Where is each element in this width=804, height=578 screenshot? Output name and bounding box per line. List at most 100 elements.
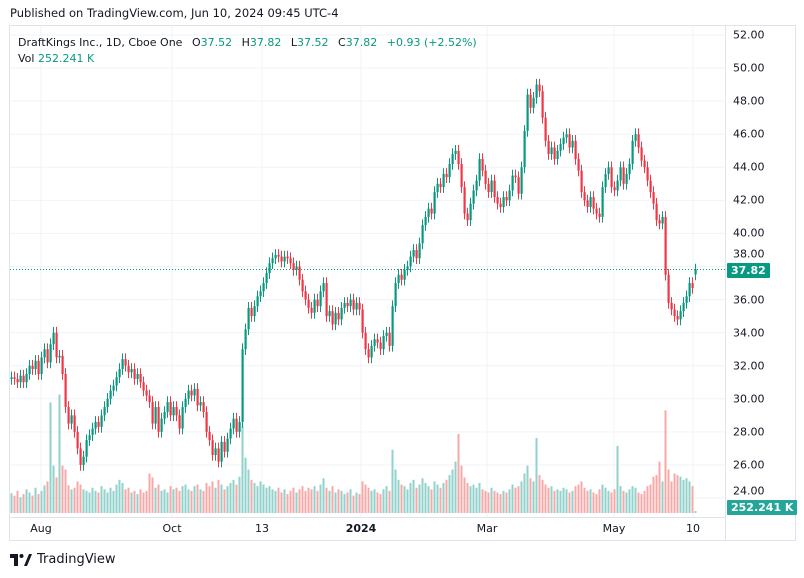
volume-bar: [37, 494, 40, 513]
candle-body: [85, 440, 88, 457]
volume-bar: [64, 469, 67, 513]
volume-bar: [361, 481, 364, 513]
volume-bar: [124, 489, 127, 513]
price-tick-label: 34.00: [733, 326, 765, 340]
volume-bar: [97, 492, 100, 513]
last-price-tag: 37.82: [727, 263, 770, 278]
candle-body: [352, 299, 355, 310]
volume-bar: [139, 489, 142, 513]
candle-body: [610, 167, 613, 188]
volume-bar: [94, 490, 97, 513]
candle-body: [664, 216, 667, 275]
volume-bar: [70, 489, 73, 513]
volume-bar: [652, 476, 655, 513]
volume-bar: [373, 489, 376, 513]
volume-bar: [100, 486, 103, 513]
volume-bar: [76, 481, 79, 513]
volume-bar: [502, 490, 505, 513]
price-chart[interactable]: [10, 26, 725, 517]
volume-bar: [664, 410, 667, 513]
candle-body: [262, 283, 265, 292]
volume-bar: [388, 490, 391, 513]
price-tick-label: 26.00: [733, 458, 765, 472]
candle-body: [64, 373, 67, 408]
tradingview-logo[interactable]: TradingView: [10, 552, 116, 567]
candle-body: [325, 283, 328, 317]
candle-body: [244, 329, 247, 350]
candle-body: [355, 302, 358, 310]
volume-bar: [580, 481, 583, 513]
volume-bar: [331, 486, 334, 513]
volume-bar: [409, 482, 412, 513]
candle-body: [211, 440, 214, 456]
volume-bar: [454, 461, 457, 513]
candle-body: [412, 249, 415, 257]
candle-body: [391, 306, 394, 346]
volume-bar: [175, 487, 178, 513]
volume-bar: [547, 487, 550, 513]
symbol-name[interactable]: DraftKings Inc., 1D, Cboe One: [18, 36, 183, 49]
volume-bar: [412, 479, 415, 513]
volume-bar: [592, 492, 595, 513]
candle-body: [631, 140, 634, 164]
candle-body: [67, 407, 70, 424]
candle-body: [478, 159, 481, 181]
volume-bar: [571, 490, 574, 513]
candle-body: [223, 441, 226, 452]
volume-bar: [202, 490, 205, 513]
candle-body: [493, 180, 496, 198]
volume-bar: [340, 490, 343, 513]
volume-bar: [430, 489, 433, 513]
open-value: 37.52: [200, 36, 233, 49]
candle-body: [22, 375, 25, 383]
tradingview-logo-icon: [10, 553, 32, 566]
volume-bar: [58, 394, 61, 513]
volume-bar: [481, 489, 484, 513]
candle-body: [433, 192, 436, 214]
candle-body: [58, 355, 61, 358]
candle-body: [124, 359, 127, 366]
candle-body: [313, 299, 316, 313]
volume-bar: [568, 492, 571, 513]
volume-bar: [43, 485, 46, 513]
candle-body: [499, 203, 502, 207]
volume-bar: [508, 489, 511, 513]
candle-body: [94, 421, 97, 429]
volume-label[interactable]: Vol: [18, 52, 35, 65]
volume-bar: [265, 487, 268, 513]
volume-bar: [586, 490, 589, 513]
volume-bar: [451, 469, 454, 513]
volume-bar: [415, 487, 418, 513]
candle-body: [406, 266, 409, 270]
volume-bar: [172, 489, 175, 513]
volume-bar: [391, 449, 394, 513]
candle-body: [457, 150, 460, 164]
volume-bar: [349, 489, 352, 513]
volume-bar: [112, 490, 115, 513]
volume-bar: [295, 492, 298, 513]
volume-bar: [433, 481, 436, 513]
volume-bar: [31, 495, 34, 513]
volume-bar: [676, 475, 679, 513]
volume-bar: [292, 487, 295, 513]
candle-body: [562, 137, 565, 145]
candle-body: [88, 435, 91, 441]
volume-bar: [259, 481, 262, 513]
volume-bar: [16, 490, 19, 513]
candle-body: [505, 197, 508, 201]
candle-body: [427, 208, 430, 217]
candle-body: [229, 428, 232, 439]
candle-body: [652, 192, 655, 204]
candle-body: [196, 388, 199, 406]
volume-bar: [55, 477, 58, 513]
volume-bar: [526, 465, 529, 513]
candle-body: [517, 177, 520, 194]
volume-bar: [205, 482, 208, 513]
volume-bar: [61, 465, 64, 513]
candle-body: [79, 448, 82, 465]
volume-bar: [343, 494, 346, 513]
candle-body: [142, 382, 145, 391]
volume-bar: [184, 484, 187, 513]
volume-bar: [214, 487, 217, 513]
volume-bar: [655, 475, 658, 513]
